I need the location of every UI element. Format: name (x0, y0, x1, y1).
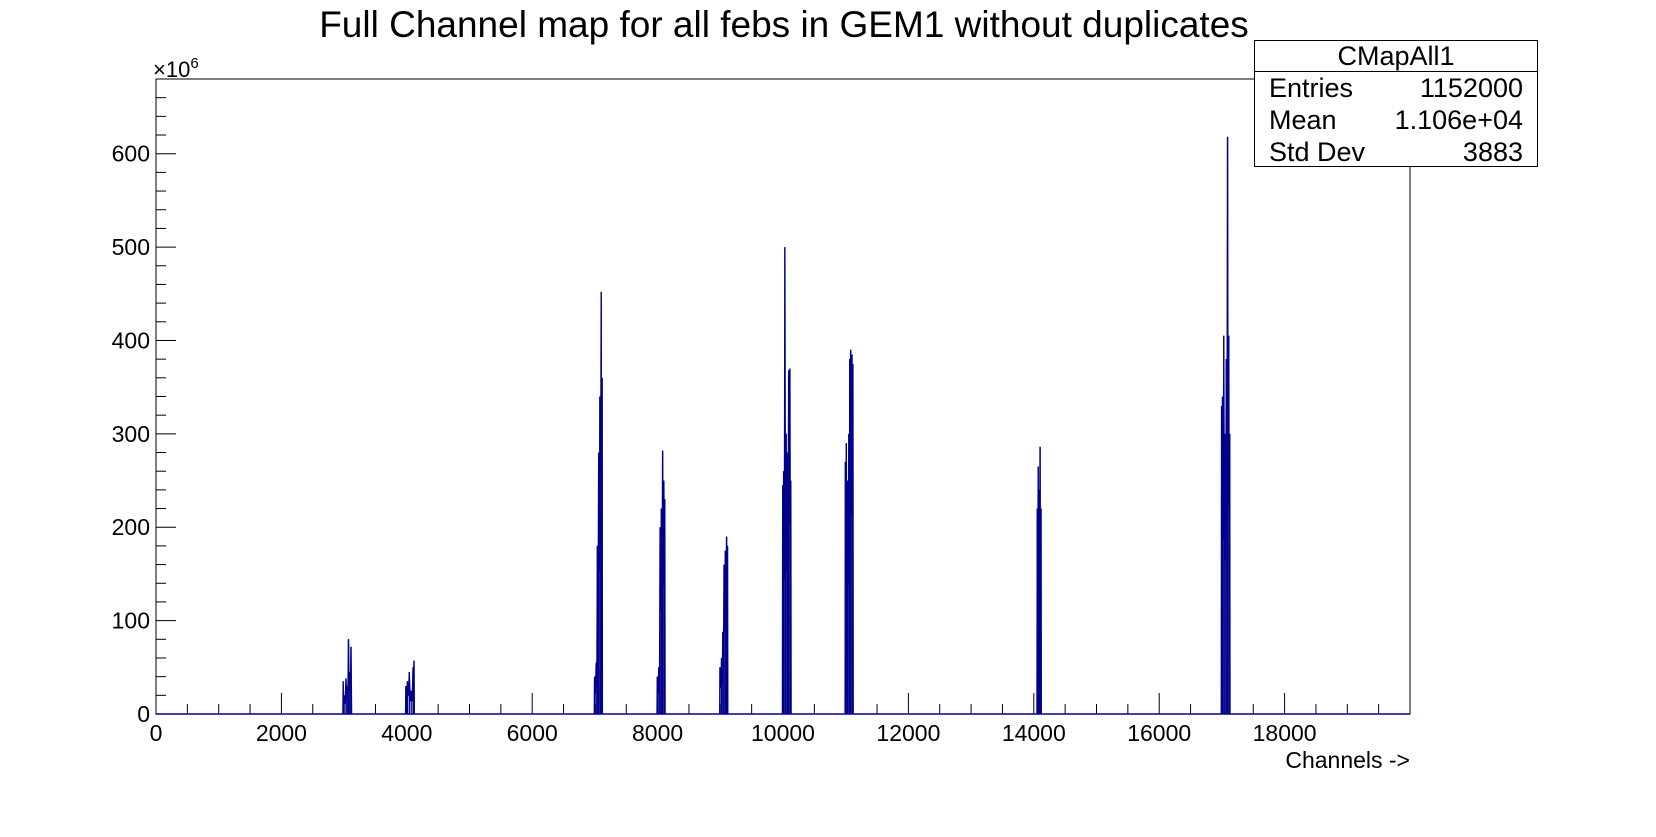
y-tick-label: 500 (112, 234, 150, 260)
y-multiplier-label: ×106 (153, 55, 199, 82)
stats-mean-label: Mean (1269, 105, 1337, 135)
y-tick-label: 600 (112, 141, 150, 167)
histogram-data-layer (156, 136, 1410, 715)
x-tick-label: 0 (150, 720, 163, 746)
x-tick-label: 18000 (1253, 720, 1317, 746)
stats-mean-value: 1.106e+04 (1394, 105, 1523, 135)
x-tick-label: 4000 (381, 720, 432, 746)
x-tick-label: 6000 (507, 720, 558, 746)
x-tick-label: 8000 (632, 720, 683, 746)
x-tick-label: 2000 (256, 720, 307, 746)
y-tick-label: 400 (112, 327, 150, 353)
stats-box: CMapAll1 Entries 1152000 Mean 1.106e+04 … (1254, 40, 1538, 167)
stats-stddev-label: Std Dev (1269, 137, 1366, 167)
y-tick-label: 0 (137, 701, 150, 727)
stats-row-mean: Mean 1.106e+04 (1255, 104, 1537, 136)
y-tick-label: 300 (112, 421, 150, 447)
axes-layer: 0 2000 4000 6000 8000 10000 12000 14000 16000 180… (112, 78, 1411, 746)
chart-title: Full Channel map for all febs in GEM1 wi… (319, 4, 1249, 45)
x-tick-label: 16000 (1127, 720, 1191, 746)
stats-stddev-value: 3883 (1462, 137, 1523, 167)
x-tick-label: 10000 (751, 720, 815, 746)
y-tick-label: 200 (112, 514, 150, 540)
x-tick-label: 12000 (876, 720, 940, 746)
stats-entries-value: 1152000 (1419, 73, 1523, 103)
x-axis-label: Channels -> (1285, 747, 1410, 773)
stats-row-entries: Entries 1152000 (1255, 72, 1537, 104)
x-tick-label: 14000 (1002, 720, 1066, 746)
y-tick-label: 100 (112, 608, 150, 634)
stats-row-stddev: Std Dev 3883 (1255, 136, 1537, 168)
stats-box-title: CMapAll1 (1255, 41, 1537, 72)
stats-entries-label: Entries (1269, 73, 1354, 103)
